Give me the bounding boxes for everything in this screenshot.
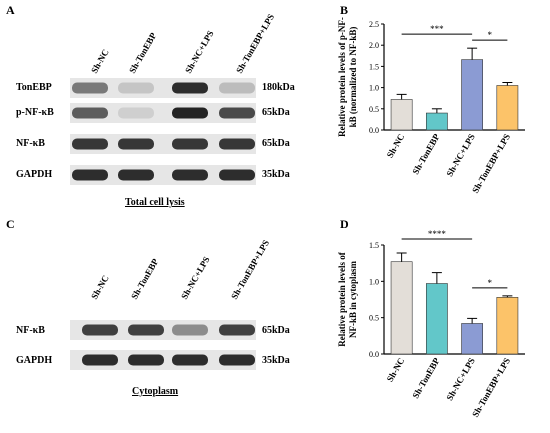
x-tick-label: Sh-NC+LPS (444, 356, 476, 402)
x-tick-label: Sh-TonEBP (410, 132, 442, 177)
blot-strip (70, 165, 256, 185)
panel-a-lane-label: Sh-TonEBP+LPS (234, 12, 276, 75)
y-tick-label: 0.0 (369, 350, 379, 359)
blot-band (172, 324, 208, 336)
significance-label: * (488, 30, 493, 40)
blot-band (118, 82, 154, 94)
panel-c-letter: C (6, 217, 15, 231)
y-tick-label: 1.5 (369, 241, 379, 250)
blot-kda-label: 35kDa (262, 169, 290, 180)
blot-band (219, 107, 255, 119)
panel-c-caption: Cytoplasm (132, 386, 179, 397)
blot-band (72, 107, 108, 119)
y-tick-label: 1.0 (369, 277, 379, 286)
blot-strip (70, 134, 256, 154)
blot-row-label: NF-κB (16, 138, 45, 149)
blot-kda-label: 180kDa (262, 82, 295, 93)
x-tick-label: Sh-TonEBP+LPS (470, 132, 512, 195)
blot-band (172, 138, 208, 150)
y-tick-label: 0.5 (369, 105, 379, 114)
bar (390, 261, 413, 355)
panel-d: D 0.0 0.5 1.0 1.5 Relative protein levels of… (337, 217, 525, 419)
blot-band (82, 354, 118, 366)
blot-band (72, 82, 108, 94)
blot-band (128, 324, 164, 336)
blot-band (172, 169, 208, 181)
blot-band (172, 82, 208, 94)
x-tick-label: Sh-NC (385, 132, 407, 160)
panel-b: B 0.0 0.5 1.0 1.5 2.0 2.5 Relative protein lev… (337, 3, 525, 195)
panel-c: C Sh-NC Sh-TonEBP Sh-NC+LPS Sh-TonEBP+LP… (6, 217, 290, 397)
western-blot-a (70, 78, 256, 185)
blot-band (219, 354, 255, 366)
significance-label: *** (430, 24, 444, 34)
y-tick-label: 2.5 (369, 20, 379, 29)
bar (425, 283, 448, 355)
blot-band (219, 324, 255, 336)
blot-band (72, 169, 108, 181)
panel-a-lane-label: Sh-NC+LPS (183, 29, 215, 75)
y-tick-label: 1.5 (369, 62, 379, 71)
panel-d-letter: D (340, 217, 349, 231)
bar (461, 323, 483, 355)
panel-b-letter: B (340, 3, 348, 17)
blot-band (128, 354, 164, 366)
y-tick-label: 0.5 (369, 314, 379, 323)
bar (390, 99, 413, 131)
bar (496, 297, 519, 355)
blot-row-label: p-NF-κB (16, 107, 54, 118)
blot-band (118, 107, 154, 119)
blot-row-label: NF-κB (16, 325, 45, 336)
x-tick-label: Sh-NC (385, 356, 407, 384)
panel-a-caption: Total cell lysis (125, 197, 185, 208)
blot-kda-label: 35kDa (262, 355, 290, 366)
blot-kda-label: 65kDa (262, 325, 290, 336)
x-tick-label: Sh-TonEBP+LPS (470, 356, 512, 419)
bar (496, 85, 519, 131)
panel-a-lane-label: Sh-TonEBP (127, 30, 159, 75)
panel-c-lane-label: Sh-NC (89, 273, 111, 301)
blot-row-label: TonEBP (16, 82, 52, 93)
blot-band (172, 107, 208, 119)
blot-band (219, 169, 255, 181)
y-tick-label: 1.0 (369, 84, 379, 93)
blot-strip (70, 78, 256, 98)
blot-row-label: GAPDH (16, 169, 52, 180)
bar-chart-d: 0.0 0.5 1.0 1.5 Relative protein levels ofNF… (337, 229, 525, 419)
blot-row-label: GAPDH (16, 355, 52, 366)
blot-band (118, 169, 154, 181)
blot-band (172, 354, 208, 366)
panel-a-letter: A (6, 3, 15, 17)
blot-band (82, 324, 118, 336)
blot-kda-label: 65kDa (262, 138, 290, 149)
y-axis-label: Relative protein levels ofNF-kB in cytop… (337, 251, 358, 347)
panel-a: A Sh-NC Sh-TonEBP Sh-NC+LPS Sh-TonEBP+LP… (6, 3, 295, 208)
panel-c-lane-label: Sh-TonEBP+LPS (229, 238, 271, 301)
western-blot-c (70, 320, 256, 370)
significance-label: * (488, 278, 493, 288)
y-tick-label: 2.0 (369, 41, 379, 50)
y-axis-label: Relative protein levels of p-NF-kB (norm… (337, 17, 358, 137)
panel-c-lane-label: Sh-TonEBP (129, 256, 161, 301)
significance-label: **** (428, 229, 447, 239)
x-tick-label: Sh-NC+LPS (444, 132, 476, 178)
panel-a-lane-label: Sh-NC (89, 47, 111, 75)
bar-chart-b: 0.0 0.5 1.0 1.5 2.0 2.5 Relative protein level… (337, 17, 525, 195)
panel-c-lane-label: Sh-NC+LPS (179, 255, 211, 301)
blot-band (219, 138, 255, 150)
bar (461, 59, 483, 131)
x-tick-label: Sh-TonEBP (410, 356, 442, 401)
bar (425, 112, 448, 131)
blot-band (72, 138, 108, 150)
blot-band (118, 138, 154, 150)
blot-strip (70, 103, 256, 123)
y-tick-label: 0.0 (369, 126, 379, 135)
blot-band (219, 82, 255, 94)
blot-kda-label: 65kDa (262, 107, 290, 118)
